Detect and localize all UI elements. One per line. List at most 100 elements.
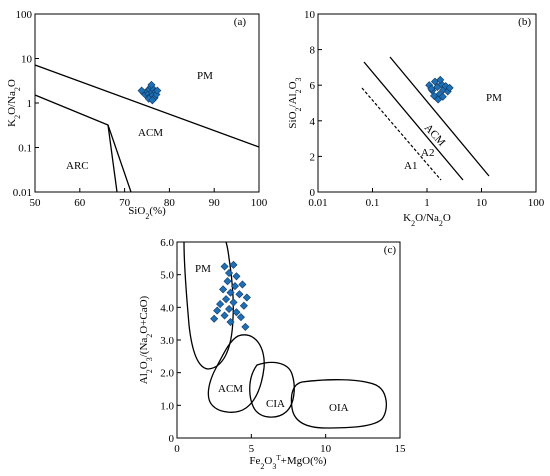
panel-b-x-tick-label: 0.1 [366,197,380,209]
panel-c-y-tick-label: 1.0 [160,400,174,412]
panel-b-y-tick-label: 10 [304,9,316,21]
panel-c-label: (c) [384,244,397,256]
panel-c-points [210,260,251,331]
panel-b-x-tick-label: 0.01 [308,197,327,209]
panel-a-data-point [148,96,157,105]
panel-a-x-tick-label: 50 [30,197,42,209]
panel-b-label: (b) [518,16,531,28]
panel-c-field-cia-outline [249,361,295,418]
panel-a-x-axis-label: SiO2(%) [128,205,166,221]
panel-a-y-tick-label: 100 [16,9,33,21]
panel-a-field-pm: PM [197,70,213,82]
panel-c-data-point [238,280,247,289]
panel-a-y-ticks: 0.01 0.1 1 10 100 [13,9,39,199]
panel-b-frame [317,13,537,193]
panel-c-y-ticks: 0 1.0 2.0 3.0 4.0 5.0 6.0 [160,237,181,445]
panel-a-points [137,80,162,105]
panel-a-y-tick-label: 0.01 [13,187,32,199]
panel-a-field-acm: ACM [138,127,163,139]
panel-b-data-point [445,83,454,92]
panel-a-data-point [152,90,161,99]
panel-c-data-point [230,282,240,291]
panel-c-data-point [223,277,232,286]
panel-c-y-tick-label: 3.0 [160,335,174,347]
panel-c-data-point [239,301,248,310]
panel-a-boundary-acm-arc [34,94,132,193]
panel-c-y-tick-label: 4.0 [160,302,174,314]
panel-a-x-tick-label: 70 [119,197,131,209]
panel-c-data-point [210,314,219,323]
panel-c-data-point [236,313,245,322]
panel-c-data-point [226,318,235,327]
panel-c-x-tick-label: 15 [395,443,407,455]
panel-b-field-a1: A1 [404,160,417,172]
panel-c-data-point [241,322,250,331]
panel-c-x-tick-label: 5 [249,443,255,455]
panel-c-field-pm: PM [195,263,211,275]
panel-b-y-ticks: 0 2 4 6 8 10 [304,9,322,199]
panel-c-data-point [213,306,222,315]
panel-b-x-tick-label: 1 [424,197,430,209]
panel-b-boundary-pm-acm [389,56,490,177]
panel-b-field-pm: PM [486,92,502,104]
panel-c-data-point [226,288,235,297]
panel-a-x-tick-label: 80 [164,197,176,209]
panel-c-data-point [225,304,234,313]
panel-c-data-point [219,285,228,294]
panel-c-data-point [242,293,251,302]
panel-c-data-point [216,300,225,309]
panel-b-data-point [436,75,445,84]
panel-c-x-tick-label: 10 [320,443,332,455]
panel-c-field-pm-outline [183,241,234,370]
panel-a-x-tick-label: 90 [209,197,221,209]
panel-c-y-tick-label: 5.0 [160,270,174,282]
panel-b-data-point [427,84,436,93]
panel-c-data-point [232,308,241,317]
panel-c: (c) PM ACM CIA OIA 0 5 10 15 0 1.0 2.0 3.0 4.0 5… [138,237,406,471]
panel-c-y-axis-label: Al2O3/(Na2O+CaO) [138,295,154,384]
panel-c-field-acm: ACM [218,383,243,395]
panel-c-x-ticks: 0 5 10 15 [174,434,406,455]
panel-b-y-tick-label: 6 [310,80,316,92]
panel-c-data-point [222,295,231,304]
panel-b-y-axis-label: SiO2/Al2O3 [287,77,303,128]
panel-c-x-tick-label: 0 [174,443,180,455]
panel-c-data-point [232,272,241,281]
panel-a: (a) PM ACM ARC 50 60 70 80 90 100 0.01 0.1 1 10 1… [6,9,268,221]
panel-b-y-tick-label: 8 [310,45,316,57]
panel-a-y-tick-label: 0.1 [18,143,32,155]
panel-b-field-a2: A2 [421,147,434,159]
panel-b-data-point [438,92,447,101]
panel-a-field-arc: ARC [66,160,89,172]
panel-a-data-point [137,86,146,95]
panel-a-data-point [147,80,156,89]
panel-c-field-acm-outline [207,334,265,413]
panel-c-field-oia-outline [290,379,387,429]
panel-c-data-point [229,298,238,307]
panel-a-boundary-arc-inner [107,124,118,193]
panel-b-x-ticks: 0.01 0.1 1 10 100 [308,188,545,209]
panel-b-x-tick-label: 100 [528,197,545,209]
panel-a-x-tick-label: 60 [74,197,86,209]
panel-a-y-axis-label: K2O/Na2O [6,79,22,127]
panel-c-y-tick-label: 2.0 [160,368,174,380]
panel-c-x-axis-label: Fe2O3T+MgO(%) [249,454,326,471]
panel-b-points [425,75,454,104]
panel-c-data-point [220,262,229,271]
panel-b-y-tick-label: 4 [310,116,316,128]
panel-c-y-tick-label: 6.0 [160,237,174,249]
panel-c-field-oia: OIA [329,402,349,414]
panel-c-data-point [220,311,229,320]
panel-b-boundary-a2-a1 [361,87,442,181]
panel-a-x-tick-label: 100 [251,197,268,209]
panel-a-y-tick-label: 10 [21,54,33,66]
panel-b-data-point [430,91,439,100]
panel-a-data-point [153,86,162,95]
panel-c-y-tick-label: 0 [169,433,175,445]
panel-b-boundary-acm-a2 [363,61,464,181]
panel-a-boundary-pm-acm [34,64,260,148]
panel-c-data-point [225,269,234,278]
panel-c-field-cia: CIA [266,398,285,410]
panel-b-x-tick-label: 10 [476,197,488,209]
